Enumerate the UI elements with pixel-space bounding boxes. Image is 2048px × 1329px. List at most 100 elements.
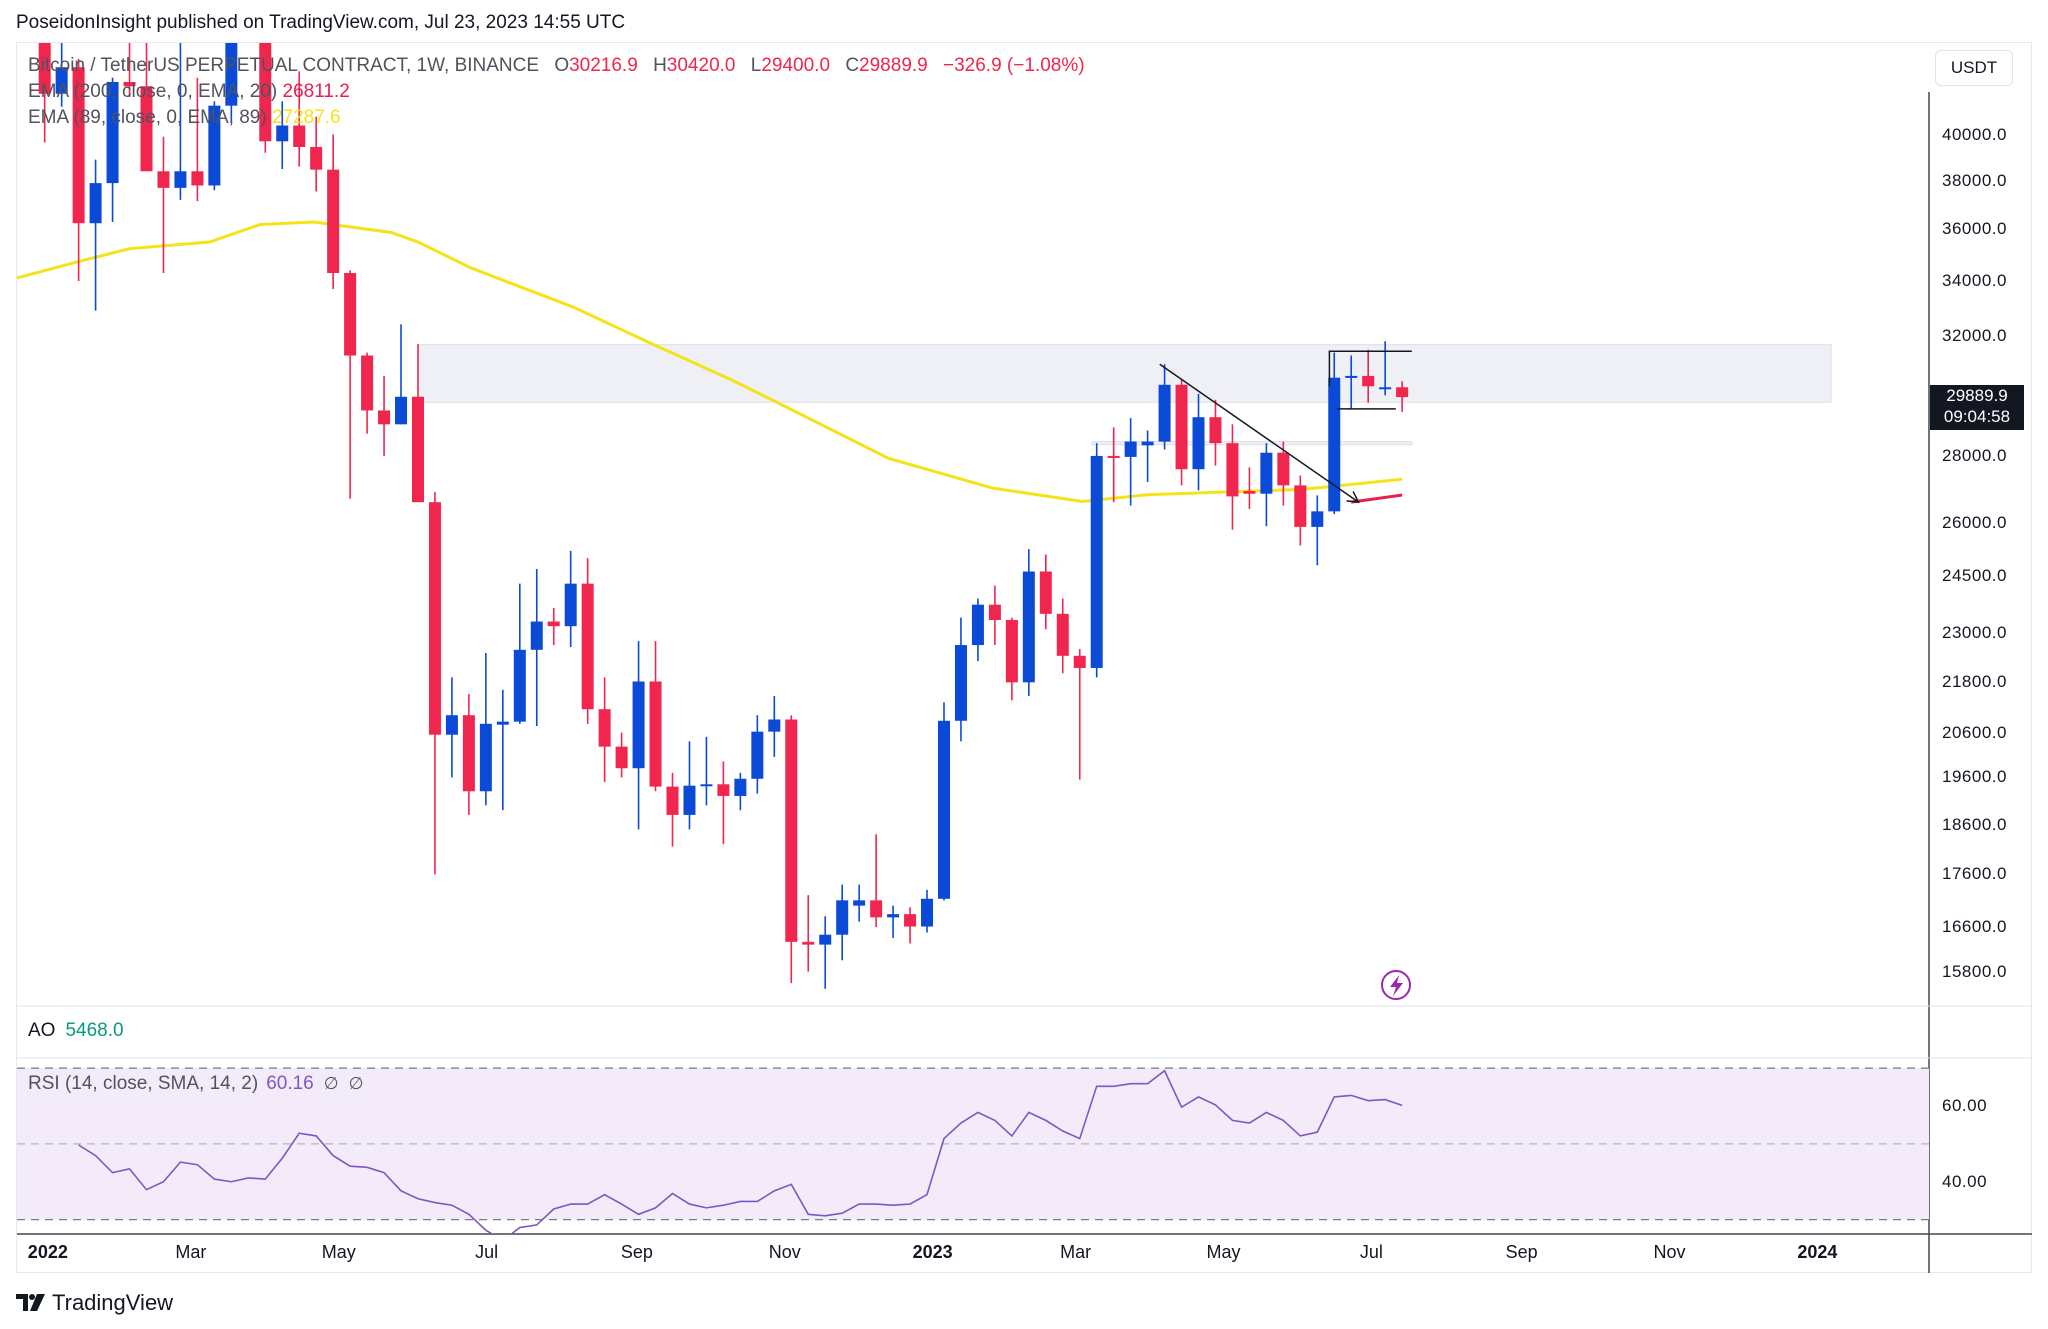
candle — [581, 558, 594, 724]
ema200-value: 26811.2 — [282, 81, 350, 102]
candle — [904, 907, 917, 944]
ema89-legend[interactable]: EMA (89, close, 0, EMA, 89) 27287.6 — [28, 107, 341, 128]
candle — [564, 550, 577, 648]
candle — [157, 136, 170, 274]
candle — [395, 324, 408, 425]
price-pane — [17, 43, 1832, 989]
candle-body — [530, 621, 543, 650]
candle-body — [1005, 619, 1018, 683]
time-tick: 2024 — [1797, 1242, 1838, 1262]
candle — [1243, 467, 1256, 509]
rsi-line — [78, 1069, 1403, 1234]
time-tick: Mar — [1060, 1242, 1092, 1262]
candle-body — [1345, 375, 1358, 378]
candle — [38, 43, 51, 143]
candle-body — [55, 67, 68, 94]
candle-body — [293, 125, 306, 147]
candle — [378, 375, 391, 456]
candle — [411, 344, 424, 503]
candle — [496, 689, 509, 811]
tradingview-logo-icon — [16, 1294, 45, 1311]
candle-body — [72, 67, 85, 224]
time-tick: 2022 — [27, 1242, 68, 1262]
candle — [1073, 649, 1086, 780]
candle — [479, 653, 492, 806]
candle — [802, 895, 815, 972]
candle-body — [768, 719, 781, 732]
candle-body — [1073, 655, 1086, 668]
candle-body — [1277, 452, 1290, 486]
candle-body — [1260, 452, 1273, 494]
candle — [1175, 378, 1188, 486]
candle — [988, 585, 1001, 646]
time-tick: Mar — [175, 1242, 207, 1262]
lightning-icon[interactable] — [1381, 970, 1411, 1000]
candle — [123, 43, 136, 97]
candle — [140, 43, 153, 172]
candle-body — [496, 721, 509, 725]
candle-body — [1039, 571, 1052, 614]
candle — [55, 43, 68, 107]
candle-body — [802, 941, 815, 945]
candle-body — [428, 502, 441, 735]
range-box-top — [1328, 350, 1412, 387]
ao-legend[interactable]: AO 5468.0 — [28, 1020, 124, 1041]
price-tick: 40000.0 — [1942, 124, 2007, 144]
candle — [751, 715, 764, 794]
candle — [225, 43, 238, 124]
candle-body — [259, 43, 272, 142]
candle-body — [225, 43, 238, 106]
candle-body — [1192, 417, 1205, 470]
candle-body — [208, 105, 221, 186]
candle-body — [89, 183, 102, 224]
rsi-tick: 60.00 — [1942, 1096, 1988, 1115]
candle — [1209, 399, 1222, 466]
candle — [954, 617, 967, 742]
price-tick: 23000.0 — [1942, 623, 2007, 643]
candle-body — [751, 731, 764, 779]
ema200-legend[interactable]: EMA (200, close, 0, EMA, 20) 26811.2 — [28, 81, 350, 102]
rsi-pane — [17, 1067, 1929, 1234]
symbol-name[interactable]: Bitcoin / TetherUS PERPETUAL CONTRACT, 1… — [28, 55, 540, 76]
candle — [1277, 441, 1290, 506]
change-value: −326.9 (−1.08%) — [943, 55, 1085, 76]
candle — [971, 598, 984, 662]
tradingview-logo[interactable]: TradingView — [16, 1290, 173, 1316]
candle-body — [123, 81, 136, 87]
candle — [530, 568, 543, 726]
candle — [853, 884, 866, 922]
candle — [870, 834, 883, 928]
candle-body — [38, 43, 51, 94]
candle — [310, 116, 323, 192]
candle-body — [700, 784, 713, 787]
candle-body — [310, 146, 323, 170]
candle — [259, 43, 272, 153]
candle — [1396, 381, 1409, 412]
candle — [734, 772, 747, 811]
candle-body — [513, 649, 526, 722]
candle — [768, 696, 781, 757]
candle — [174, 43, 187, 200]
candle-body — [1022, 571, 1035, 683]
ema89-value: 27287.6 — [271, 107, 341, 128]
candle-body — [870, 900, 883, 918]
candle-body — [921, 898, 934, 927]
candle-body — [174, 171, 187, 188]
candle — [344, 270, 357, 499]
candle — [1379, 341, 1392, 396]
trendline — [1159, 363, 1359, 503]
last-price-tag: 29889.9 09:04:58 — [1930, 385, 2024, 430]
candle-body — [547, 621, 560, 627]
currency-button[interactable]: USDT — [1935, 50, 2013, 86]
candle — [293, 71, 306, 167]
candle — [547, 608, 560, 646]
candle — [428, 492, 441, 875]
candle-body — [140, 86, 153, 172]
rsi-legend[interactable]: RSI (14, close, SMA, 14, 2) 60.16 ∅ ∅ — [28, 1073, 364, 1094]
candle — [72, 58, 85, 281]
candle-body — [581, 583, 594, 710]
price-tick: 32000.0 — [1942, 325, 2007, 345]
last-price: 29889.9 — [1946, 386, 2008, 405]
candle-body — [666, 786, 679, 815]
